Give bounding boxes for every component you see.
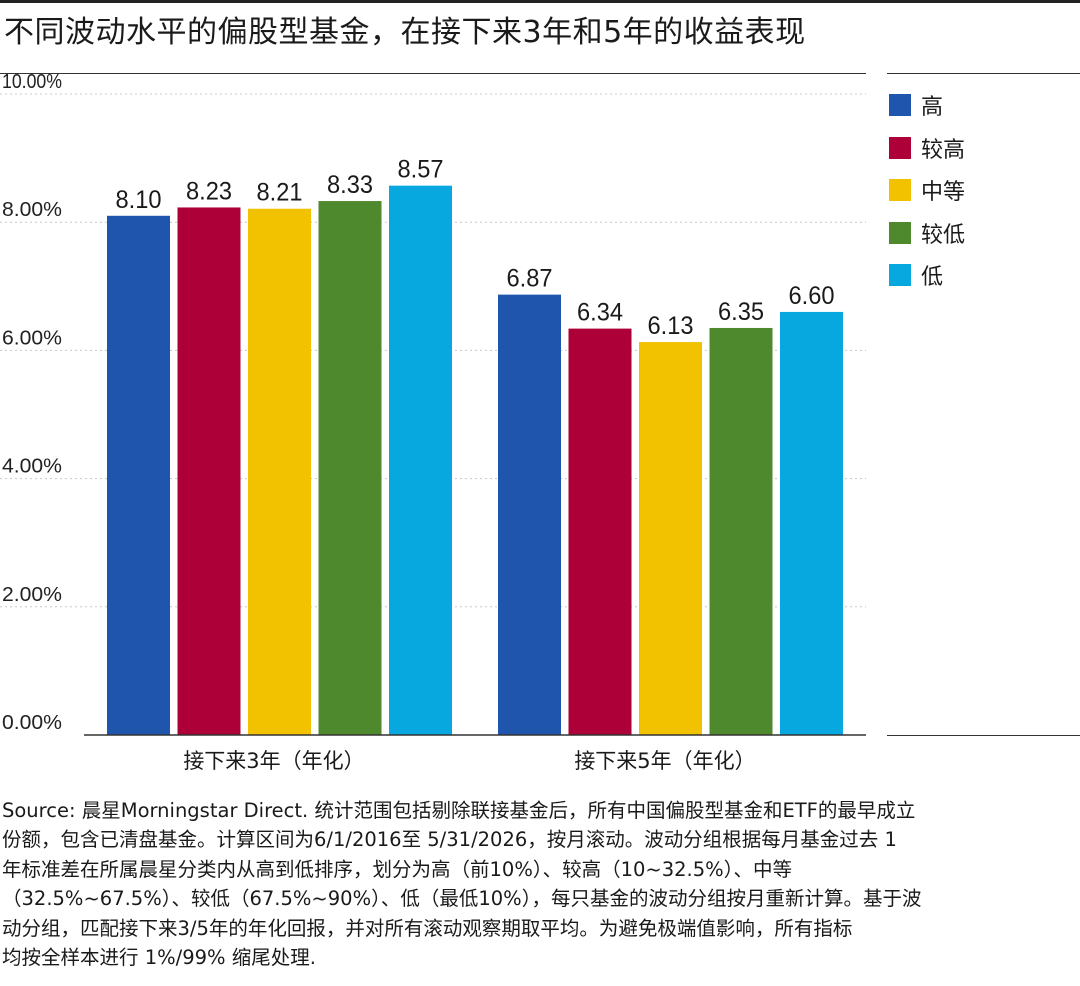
- legend-swatch: [889, 264, 911, 287]
- y-tick-label: 10.00%: [2, 71, 62, 93]
- footnote-line: 份额，包含已清盘基金。计算区间为6/1/2016至 5/31/2026，按月滚动…: [2, 828, 897, 852]
- bar: [639, 342, 702, 735]
- legend-label: 低: [921, 265, 944, 291]
- data-label: 6.34: [577, 299, 623, 327]
- legend-bottom-rule: [887, 735, 1080, 736]
- bar: [318, 201, 382, 735]
- legend-item: 低: [889, 254, 965, 297]
- bar: [248, 208, 311, 735]
- footnote: Source: 晨星Morningstar Direct. 统计范围包括剔除联接…: [2, 796, 1078, 972]
- data-label: 8.33: [327, 171, 373, 199]
- top-rule: [0, 0, 1080, 3]
- footnote-line: 动分组，匹配接下来3/5年的年化回报，并对所有滚动观察期取平均。为避免极端值影响…: [2, 916, 853, 940]
- legend-item: 高: [889, 84, 965, 127]
- data-label: 6.13: [648, 312, 694, 340]
- title-rule: [0, 73, 866, 74]
- y-tick-label: 2.00%: [2, 584, 62, 606]
- legend-label: 中等: [921, 180, 966, 206]
- legend-swatch: [889, 94, 911, 117]
- bar: [780, 311, 843, 735]
- y-tick-label: 6.00%: [2, 327, 62, 349]
- legend-item: 较低: [889, 212, 965, 255]
- legend: 高较高 中等 较低低: [889, 84, 965, 297]
- y-tick-label: 0.00%: [2, 712, 62, 734]
- legend-label: 较高: [921, 137, 966, 163]
- legend-top-rule: [887, 73, 1080, 74]
- legend-swatch: [889, 179, 911, 202]
- bar: [709, 327, 773, 735]
- footnote-line: （32.5%~67.5%）、较低（67.5%~90%）、低（最低10%），每只基…: [2, 887, 922, 911]
- bar: [177, 207, 241, 735]
- data-label: 8.10: [116, 186, 162, 214]
- footnote-line: Source: 晨星Morningstar Direct. 统计范围包括剔除联接…: [2, 799, 916, 822]
- chart-title: 不同波动水平的偏股型基金，在接下来3年和5年的收益表现: [4, 15, 806, 50]
- bar: [498, 294, 561, 735]
- y-tick-label: 4.00%: [2, 456, 62, 478]
- legend-swatch: [889, 221, 911, 244]
- data-label: 6.35: [718, 298, 764, 326]
- bar: [107, 215, 170, 736]
- x-tick-label: 接下来5年（年化）: [574, 749, 755, 773]
- legend-item: 较高: [889, 127, 965, 170]
- legend-swatch: [889, 136, 911, 159]
- legend-label: 高: [921, 95, 944, 121]
- legend-label: 较低: [921, 222, 966, 248]
- y-tick-label: 8.00%: [2, 199, 62, 221]
- data-label: 8.23: [186, 177, 232, 205]
- bar: [568, 328, 632, 735]
- x-tick-label: 接下来3年（年化）: [183, 749, 364, 773]
- data-label: 8.57: [398, 156, 444, 184]
- data-label: 6.87: [507, 265, 553, 293]
- data-label: 6.60: [789, 282, 835, 310]
- data-label: 8.21: [257, 179, 303, 207]
- footnote-line: 均按全样本进行 1%/99% 缩尾处理.: [2, 946, 316, 970]
- bar: [389, 185, 452, 736]
- footnote-line: 年标准差在所属晨星分类内从高到低排序，划分为高（前10%）、较高（10~32.5…: [2, 857, 792, 881]
- bar-chart: 0.00% 2.00% 4.00% 6.00% 8.00% 10.00% 8.10 6.87 8…: [0, 71, 866, 773]
- legend-item: 中等: [889, 169, 965, 212]
